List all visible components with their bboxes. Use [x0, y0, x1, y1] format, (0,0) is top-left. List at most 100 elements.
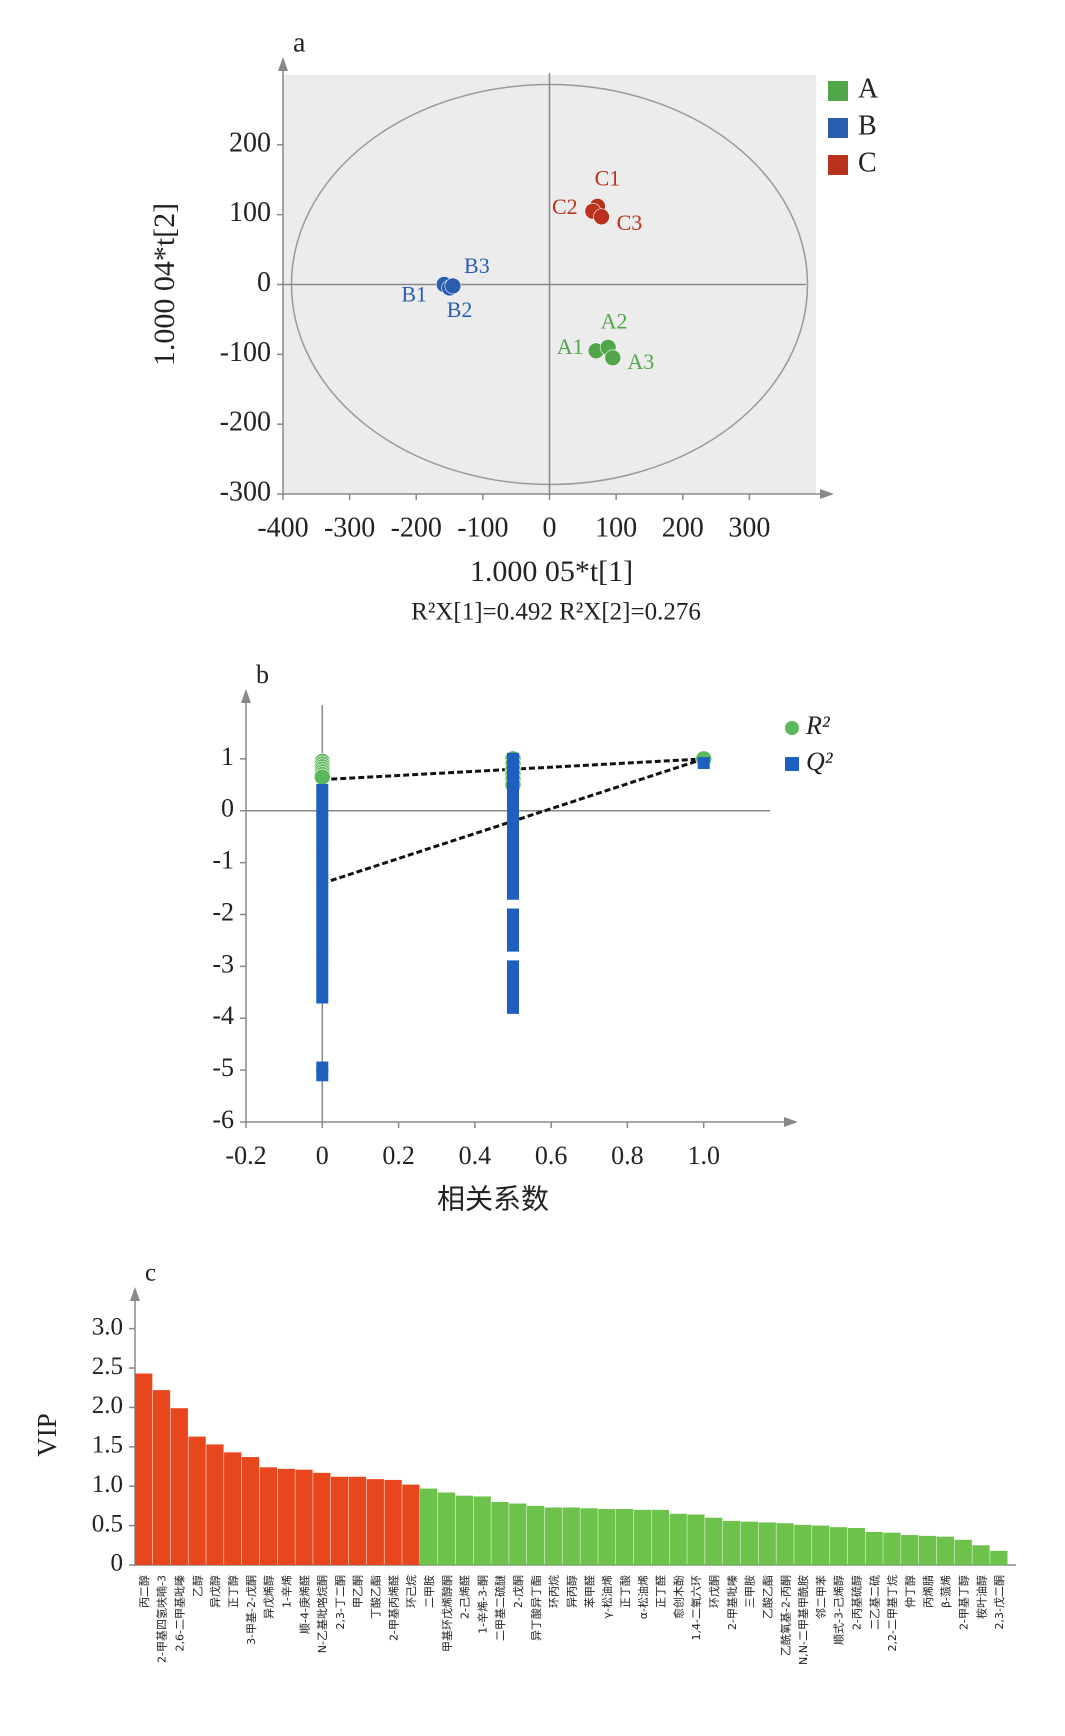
- x-tick-label: α-松油烯: [636, 1575, 650, 1619]
- bar: [491, 1501, 509, 1565]
- bar: [259, 1467, 278, 1565]
- point: [593, 208, 610, 226]
- x-tick-label: 2-戊酮: [512, 1575, 525, 1608]
- bar: [812, 1525, 830, 1565]
- y-axis-label: 1.000 04*t[2]: [148, 203, 181, 366]
- bar: [348, 1476, 367, 1565]
- x-axis-label: 1.000 05*t[1]: [470, 555, 633, 588]
- point: [507, 939, 519, 952]
- point: [507, 970, 519, 983]
- bar: [794, 1524, 812, 1565]
- bar: [420, 1488, 438, 1565]
- bar: [313, 1472, 331, 1565]
- point: [316, 804, 329, 817]
- bar: [580, 1508, 598, 1565]
- point: [507, 991, 519, 1004]
- point: [316, 794, 329, 807]
- point: [604, 349, 622, 367]
- point: [507, 877, 519, 890]
- y-tick-label: -1: [212, 846, 234, 875]
- bar: [776, 1523, 794, 1565]
- bar: [455, 1495, 474, 1565]
- x-axis-arrow: [784, 1117, 798, 1127]
- x-tick-label: 2-丙基硫醇: [850, 1575, 864, 1630]
- bar: [544, 1507, 563, 1565]
- x-tick-label: 乙酰氧基-2-丙酮: [778, 1575, 792, 1656]
- bar: [135, 1373, 153, 1565]
- bar: [384, 1479, 402, 1565]
- bar: [295, 1469, 313, 1565]
- x-tick-label: 1,4-二氧六环: [689, 1575, 703, 1640]
- y-axis-arrow: [130, 1287, 140, 1301]
- point: [507, 887, 519, 900]
- x-tick-label: 顺-4-庚烯醛: [297, 1575, 311, 1634]
- point: [316, 950, 329, 962]
- x-tick-label: 0.8: [611, 1141, 644, 1170]
- point: [507, 835, 519, 848]
- chart-title: c: [145, 1260, 156, 1287]
- chart-title: b: [256, 660, 269, 689]
- x-tick-label: 2-甲基吡嗪: [726, 1575, 739, 1630]
- x-axis-label: 相关系数: [437, 1183, 549, 1215]
- bar: [918, 1535, 937, 1565]
- point-label: B3: [464, 253, 490, 278]
- y-tick-label: 0: [111, 1550, 124, 1577]
- x-tick-label: 乙醇: [190, 1575, 204, 1597]
- point: [316, 887, 329, 900]
- point: [507, 908, 519, 921]
- y-axis-arrow: [278, 57, 288, 71]
- x-tick-label: γ-松油烯: [600, 1575, 614, 1618]
- bar: [598, 1509, 616, 1565]
- point-label: A3: [627, 349, 654, 374]
- x-tick-label: 乙酸乙酯: [760, 1575, 774, 1619]
- bar: [758, 1522, 776, 1565]
- bar: [847, 1527, 865, 1565]
- legend-swatch: [828, 118, 848, 138]
- point: [316, 846, 329, 859]
- bar: [705, 1517, 723, 1565]
- point: [316, 1069, 329, 1082]
- point: [507, 763, 519, 776]
- point: [316, 981, 329, 994]
- x-tick-label: 正丁醇: [226, 1575, 240, 1608]
- x-tick-label: 邻二甲苯: [814, 1575, 828, 1619]
- point: [316, 991, 329, 1004]
- x-axis-arrow: [820, 489, 834, 499]
- bar: [722, 1520, 741, 1565]
- point-label: C1: [595, 165, 621, 190]
- x-tick-label: 丁酸乙酯: [369, 1575, 383, 1619]
- x-tick-label: 3-甲基-2-戊酮: [245, 1575, 258, 1645]
- point: [507, 752, 519, 765]
- legend-label: B: [858, 110, 877, 141]
- x-tick-label: 异戊醇: [208, 1575, 222, 1608]
- bar: [901, 1535, 919, 1565]
- bar: [972, 1545, 990, 1565]
- x-tick-label: N-乙基吡咯烷酮: [315, 1575, 329, 1653]
- y-tick-label: -3: [212, 949, 234, 978]
- bar: [188, 1436, 206, 1565]
- x-tick-label: 2,6-二甲基吡嗪: [174, 1575, 187, 1651]
- y-axis-arrow: [241, 689, 251, 703]
- bar: [651, 1509, 669, 1565]
- x-tick-label: 300: [728, 512, 770, 543]
- x-tick-label: 2,2-二甲基丁烷: [885, 1575, 899, 1651]
- x-tick-label: -300: [324, 512, 375, 543]
- point-label: A2: [601, 308, 628, 333]
- y-tick-label: -100: [220, 337, 271, 368]
- y-tick-label: -5: [212, 1053, 234, 1082]
- x-tick-label: N,N-二甲基甲酰胺: [796, 1575, 810, 1665]
- y-tick-label: 1.5: [92, 1432, 123, 1459]
- y-tick-label: 0.5: [92, 1510, 123, 1537]
- x-tick-label: 甲基环戊烯醇酮: [440, 1575, 454, 1652]
- x-tick-label: 2-己烯醛: [458, 1575, 472, 1619]
- point-label: B2: [447, 297, 473, 322]
- point: [507, 929, 519, 942]
- point: [507, 960, 519, 973]
- bar: [526, 1505, 545, 1565]
- y-tick-label: 0: [221, 794, 234, 823]
- x-tick-label: 环丙烷: [547, 1575, 561, 1608]
- x-tick-label: 正丁酸: [618, 1575, 632, 1608]
- bar: [241, 1457, 260, 1565]
- point: [507, 856, 519, 869]
- x-tick-label: -0.2: [225, 1141, 266, 1170]
